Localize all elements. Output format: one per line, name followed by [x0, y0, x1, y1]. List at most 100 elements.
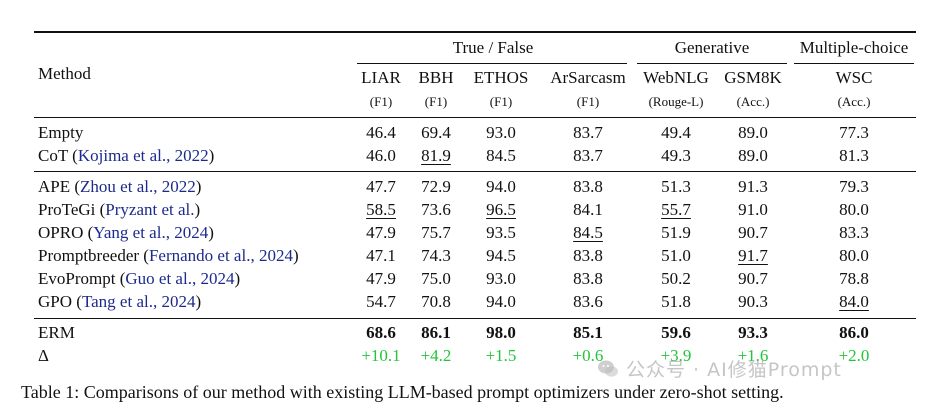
cell-ethos: 93.0: [486, 123, 516, 142]
cell-arsarcasm: 83.7: [573, 123, 603, 142]
cell-liar: 47.9: [366, 223, 396, 242]
cell-arsarcasm: 83.7: [573, 146, 603, 165]
method-name: OPRO: [38, 223, 84, 242]
cell-ethos: +1.5: [485, 346, 517, 365]
metric-arsarcasm: (F1): [576, 94, 600, 109]
cell-wsc: 84.0: [839, 292, 869, 311]
cell-webnlg: 50.2: [661, 269, 691, 288]
group-label-generative: Generative: [674, 38, 750, 57]
cell-ethos: 84.5: [486, 146, 516, 165]
cell-webnlg: 51.3: [661, 177, 691, 196]
cell-arsarcasm: 83.8: [573, 177, 603, 196]
cell-webnlg: 51.8: [661, 292, 691, 311]
cell-bbh: 72.9: [421, 177, 451, 196]
cell-ethos: 93.0: [486, 269, 516, 288]
cell-liar: 47.7: [366, 177, 396, 196]
column-header-liar: LIAR: [361, 68, 401, 87]
cell-arsarcasm: +0.6: [572, 346, 604, 365]
cell-liar: 46.4: [366, 123, 396, 142]
cell-bbh: 86.1: [421, 323, 451, 342]
cell-gsm8k: 91.0: [738, 200, 768, 219]
metric-webnlg: (Rouge-L): [648, 94, 704, 109]
group-label-true-false: True / False: [452, 38, 534, 57]
column-header-arsarcasm: ArSarcasm: [550, 68, 626, 87]
citation-link[interactable]: Tang et al., 2024: [81, 292, 196, 311]
cell-bbh: 69.4: [421, 123, 451, 142]
cell-gsm8k: 90.3: [738, 292, 768, 311]
group-rule-generative: [637, 63, 787, 64]
column-header-webnlg: WebNLG: [643, 68, 709, 87]
method-cell-cot: CoT (Kojima et al., 2022): [38, 146, 215, 165]
method-cell-gpo: GPO (Tang et al., 2024): [38, 292, 202, 311]
cell-arsarcasm: 83.8: [573, 269, 603, 288]
cell-bbh: 75.7: [421, 223, 451, 242]
ours-separator-rule: [34, 318, 916, 319]
cell-wsc: 79.3: [839, 177, 869, 196]
column-header-wsc: WSC: [835, 68, 873, 87]
wechat-icon: [598, 360, 618, 377]
method-column-header: Method: [38, 64, 91, 83]
cell-wsc: 83.3: [839, 223, 869, 242]
cell-ethos: 94.0: [486, 292, 516, 311]
metric-gsm8k: (Acc.): [736, 94, 770, 109]
cell-arsarcasm: 84.5: [573, 223, 603, 242]
cell-liar: 47.1: [366, 246, 396, 265]
metric-wsc: (Acc.): [837, 94, 871, 109]
cell-wsc: 80.0: [839, 200, 869, 219]
cell-ethos: 96.5: [486, 200, 516, 219]
group-rule-multiple-choice: [794, 63, 914, 64]
citation-link[interactable]: Kojima et al., 2022: [77, 146, 209, 165]
method-name: ERM: [38, 323, 75, 342]
cell-wsc: 80.0: [839, 246, 869, 265]
column-header-gsm8k: GSM8K: [724, 68, 782, 87]
column-header-ethos: ETHOS: [473, 68, 529, 87]
cell-gsm8k: 89.0: [738, 146, 768, 165]
metric-liar: (F1): [369, 94, 393, 109]
method-name: Promptbreeder: [38, 246, 140, 265]
cell-webnlg: 49.3: [661, 146, 691, 165]
cell-arsarcasm: 85.1: [573, 323, 603, 342]
cell-bbh: 73.6: [421, 200, 451, 219]
cell-ethos: 94.5: [486, 246, 516, 265]
method-cell-evoprompt: EvoPrompt (Guo et al., 2024): [38, 269, 241, 288]
cell-wsc: 78.8: [839, 269, 869, 288]
citation-link[interactable]: Guo et al., 2024: [125, 269, 235, 288]
cell-arsarcasm: 83.8: [573, 246, 603, 265]
cell-gsm8k: 91.3: [738, 177, 768, 196]
cell-arsarcasm: 83.6: [573, 292, 603, 311]
citation-link[interactable]: Zhou et al., 2022: [80, 177, 196, 196]
cell-gsm8k: 90.7: [738, 269, 768, 288]
baseline-separator-rule: [34, 171, 916, 172]
method-cell-delta: Δ: [38, 346, 49, 366]
method-cell-promptbreeder: Promptbreeder (Fernando et al., 2024): [38, 246, 299, 265]
cell-liar: 68.6: [366, 323, 396, 342]
cell-liar: 46.0: [366, 146, 396, 165]
cell-webnlg: 51.9: [661, 223, 691, 242]
method-name: APE: [38, 177, 71, 196]
cell-bbh: 81.9: [421, 146, 451, 165]
cell-ethos: 98.0: [486, 323, 516, 342]
cell-gsm8k: +1.6: [737, 346, 769, 365]
cell-liar: 54.7: [366, 292, 396, 311]
cell-ethos: 93.5: [486, 223, 516, 242]
column-header-bbh: BBH: [418, 68, 454, 87]
method-name: EvoPrompt: [38, 269, 116, 288]
cell-liar: 58.5: [366, 200, 396, 219]
method-cell-empty: Empty: [38, 123, 83, 143]
cell-webnlg: 49.4: [661, 123, 691, 142]
group-label-multiple-choice: Multiple-choice: [799, 38, 909, 57]
method-cell-ape: APE (Zhou et al., 2022): [38, 177, 202, 196]
citation-link[interactable]: Pryzant et al.: [105, 200, 195, 219]
method-cell-erm: ERM: [38, 323, 75, 343]
cell-bbh: 74.3: [421, 246, 451, 265]
citation-link[interactable]: Yang et al., 2024: [93, 223, 209, 242]
cell-wsc: 77.3: [839, 123, 869, 142]
cell-webnlg: +3.9: [660, 346, 692, 365]
cell-gsm8k: 90.7: [738, 223, 768, 242]
table-caption: Table 1: Comparisons of our method with …: [21, 382, 784, 402]
cell-liar: 47.9: [366, 269, 396, 288]
citation-link[interactable]: Fernando et al., 2024: [148, 246, 293, 265]
method-cell-opro: OPRO (Yang et al., 2024): [38, 223, 214, 242]
cell-ethos: 94.0: [486, 177, 516, 196]
cell-wsc: +2.0: [838, 346, 870, 365]
